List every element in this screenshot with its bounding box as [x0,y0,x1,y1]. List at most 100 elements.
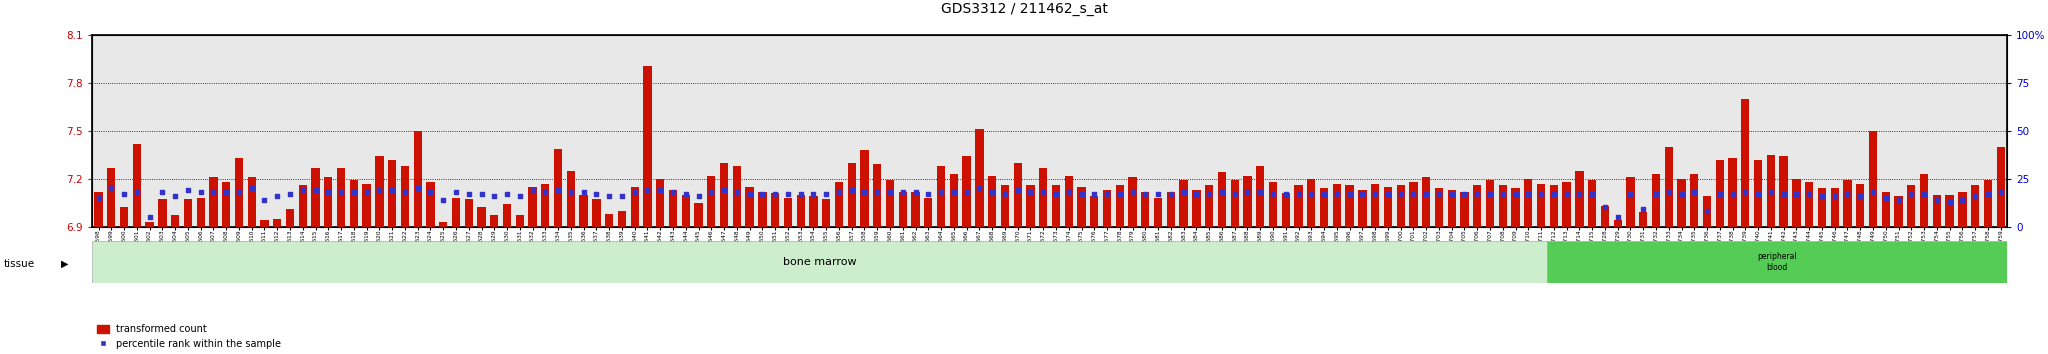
Point [1040,191,1073,197]
Point [1104,191,1137,197]
Bar [1690,174,1698,227]
Point [338,189,371,195]
Point [1346,191,1378,197]
Point [709,187,741,193]
Bar [1780,156,1788,227]
Point [1524,191,1556,197]
Point [274,191,307,197]
Bar [1767,155,1776,227]
Bar [1307,179,1315,227]
Bar [1997,147,2005,227]
Point [94,185,127,191]
Bar [950,174,958,227]
Point [1180,191,1212,197]
Point [1460,191,1493,197]
Point [1436,191,1468,197]
Point [1755,189,1788,195]
Bar [362,183,371,227]
Point [1397,191,1430,197]
Point [1550,191,1583,197]
Bar [1602,206,1610,227]
Point [197,189,229,195]
Point [260,193,293,199]
Point [1907,191,1939,197]
Point [1958,193,1991,199]
Bar [1128,177,1137,227]
Bar [1792,179,1800,227]
Bar [1575,171,1583,227]
Bar [1524,179,1532,227]
Bar [465,199,473,227]
Bar [1831,188,1839,227]
Point [860,189,893,195]
Bar [1804,182,1812,227]
Text: tissue: tissue [4,259,35,269]
Point [682,193,715,199]
Bar [936,166,946,227]
Bar [401,166,410,227]
Bar [1894,196,1903,227]
Bar [592,199,600,227]
Point [1870,195,1903,201]
Point [963,185,995,191]
Bar [1843,180,1851,227]
Bar [1192,190,1200,227]
Point [350,189,383,195]
Bar [1933,195,1942,227]
Point [299,187,332,193]
Bar [1090,196,1098,227]
Bar [682,195,690,227]
Bar [694,202,702,227]
Point [733,191,766,197]
Bar [1653,174,1661,227]
Point [236,185,268,191]
Bar [1870,131,1878,227]
Point [950,189,983,195]
Bar [1970,185,1978,227]
Point [1206,189,1239,195]
Bar [580,195,588,227]
Bar [860,150,868,227]
Legend: transformed count, percentile rank within the sample: transformed count, percentile rank withi… [96,324,281,349]
Point [1014,189,1047,195]
Bar [848,163,856,227]
Bar [1077,187,1085,227]
Point [1384,191,1417,197]
Bar [287,209,295,227]
Bar [1460,192,1468,227]
Point [772,191,805,197]
Point [1843,193,1876,199]
Bar [528,187,537,227]
Bar [299,185,307,227]
Point [1819,193,1851,199]
Point [1831,191,1864,197]
Point [543,187,575,193]
Bar [375,156,383,227]
Point [248,197,281,202]
Bar [1026,185,1034,227]
Bar [438,222,446,227]
Point [1729,189,1761,195]
Bar [350,180,358,227]
Bar [504,204,512,227]
Bar [1346,185,1354,227]
Point [1116,189,1149,195]
Point [362,187,395,193]
Bar [1753,160,1761,227]
Text: ▶: ▶ [61,259,70,269]
Point [606,193,639,199]
Point [1602,214,1634,220]
Bar [489,215,498,227]
Bar [836,182,844,227]
Bar [618,211,627,227]
Point [375,187,408,193]
Point [209,189,242,195]
Bar [1333,183,1341,227]
Bar [1855,183,1864,227]
Bar [821,199,829,227]
Bar [387,160,397,227]
Bar [963,156,971,227]
Point [440,189,473,195]
Bar [1319,188,1329,227]
Bar [1946,195,1954,227]
